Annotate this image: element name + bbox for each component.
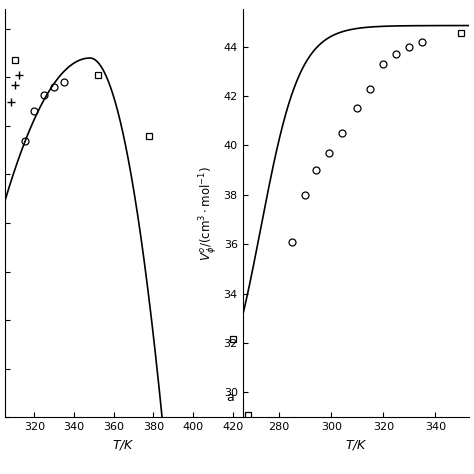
X-axis label: $T$/K: $T$/K <box>112 438 135 452</box>
Y-axis label: $V_\phi^{o}$/(cm$^3\cdot$mol$^{-1}$): $V_\phi^{o}$/(cm$^3\cdot$mol$^{-1}$) <box>197 166 219 261</box>
Text: a: a <box>226 391 234 404</box>
X-axis label: $T$/K: $T$/K <box>345 438 367 452</box>
